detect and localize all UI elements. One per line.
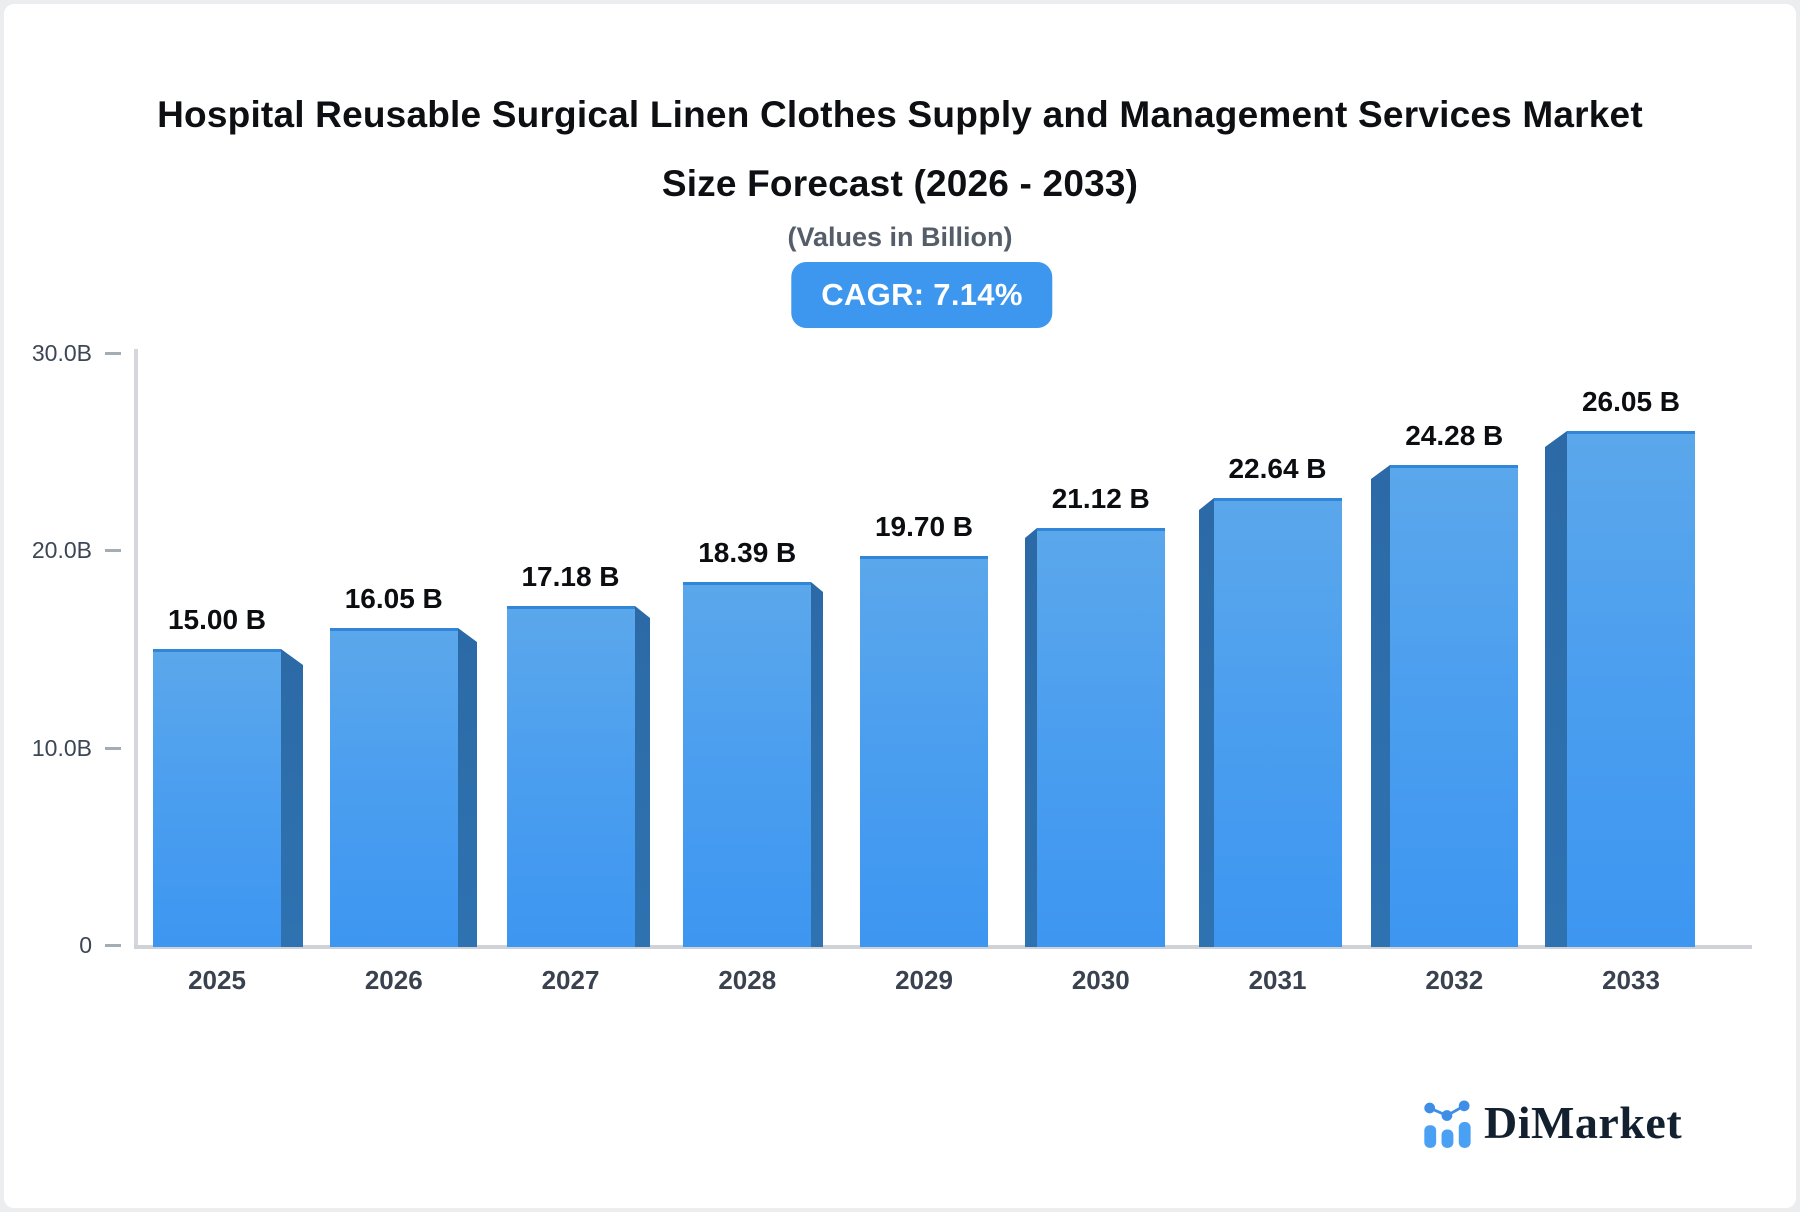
y-axis-tick-dash [105,549,121,552]
x-axis-line [134,945,1752,949]
x-axis-label-2025: 2025 [188,965,246,995]
bar-value-label: 26.05 B [1581,386,1681,417]
bar-value-label: 17.18 B [521,561,620,592]
y-axis-tick-dash [105,351,121,355]
bar-value-label: 18.39 B [698,537,797,568]
y-axis-tick-label: 10.0B [31,734,92,761]
bar-2030[interactable] [1037,528,1165,947]
bar-value-label: 22.64 B [1228,453,1327,484]
bar-value-label: 16.05 B [344,583,443,614]
chart-subtitle: (Values in Billion) [787,222,1013,252]
bar-value-label: 21.12 B [1051,483,1150,514]
chart-title-line1: Hospital Reusable Surgical Linen Clothes… [157,94,1643,135]
bar-side-2027 [635,606,650,947]
y-axis-tick-label: 20.0B [31,537,92,563]
bar-2025[interactable] [153,649,281,947]
x-axis-label-2031: 2031 [1248,965,1307,995]
bar-2029[interactable] [860,556,988,947]
chart-title-line2: Size Forecast (2026 - 2033) [661,163,1139,204]
x-axis-label-2032: 2032 [1425,965,1484,995]
x-axis-label-2026: 2026 [364,965,423,995]
brand-logo-text: DiMarket [1484,1096,1683,1148]
bar-side-2031 [1199,498,1214,947]
x-axis-label-2033: 2033 [1602,965,1660,995]
chart-card: Hospital Reusable Surgical Linen Clothes… [4,4,1796,1208]
bar-2033[interactable] [1567,431,1695,947]
y-axis-tick-dash [105,746,121,750]
y-axis-line [134,349,138,949]
chart-title: Hospital Reusable Surgical Linen Clothes… [4,96,1796,202]
brand-logo: DiMarket [1422,1094,1682,1150]
bar-2028[interactable] [683,582,811,947]
bar-value-label: 15.00 B [167,604,267,635]
x-axis-label-2029: 2029 [895,965,953,995]
bar-line-chart-icon [1424,1100,1471,1148]
bar-side-2033 [1545,431,1567,947]
bar-value-label: 19.70 B [874,511,974,542]
y-axis-tick-label: 0 [79,932,92,958]
bar-2032[interactable] [1390,465,1518,947]
bar-side-2032 [1371,465,1390,947]
bar-side-2025 [281,649,303,947]
bar-value-label: 24.28 B [1405,420,1504,451]
y-axis-tick-label: 30.0B [31,339,92,366]
bar-side-2028 [811,582,823,947]
x-axis-label-2030: 2030 [1071,965,1130,995]
bar-side-2026 [458,628,477,947]
x-axis-label-2028: 2028 [718,965,777,995]
bar-2031[interactable] [1214,498,1342,947]
bar-2027[interactable] [507,606,635,947]
x-axis-label-2027: 2027 [541,965,600,995]
bar-side-2030 [1025,528,1037,947]
cagr-badge: CAGR: 7.14% [791,262,1053,328]
y-axis-tick-dash [105,944,121,947]
bar-2026[interactable] [330,628,458,947]
